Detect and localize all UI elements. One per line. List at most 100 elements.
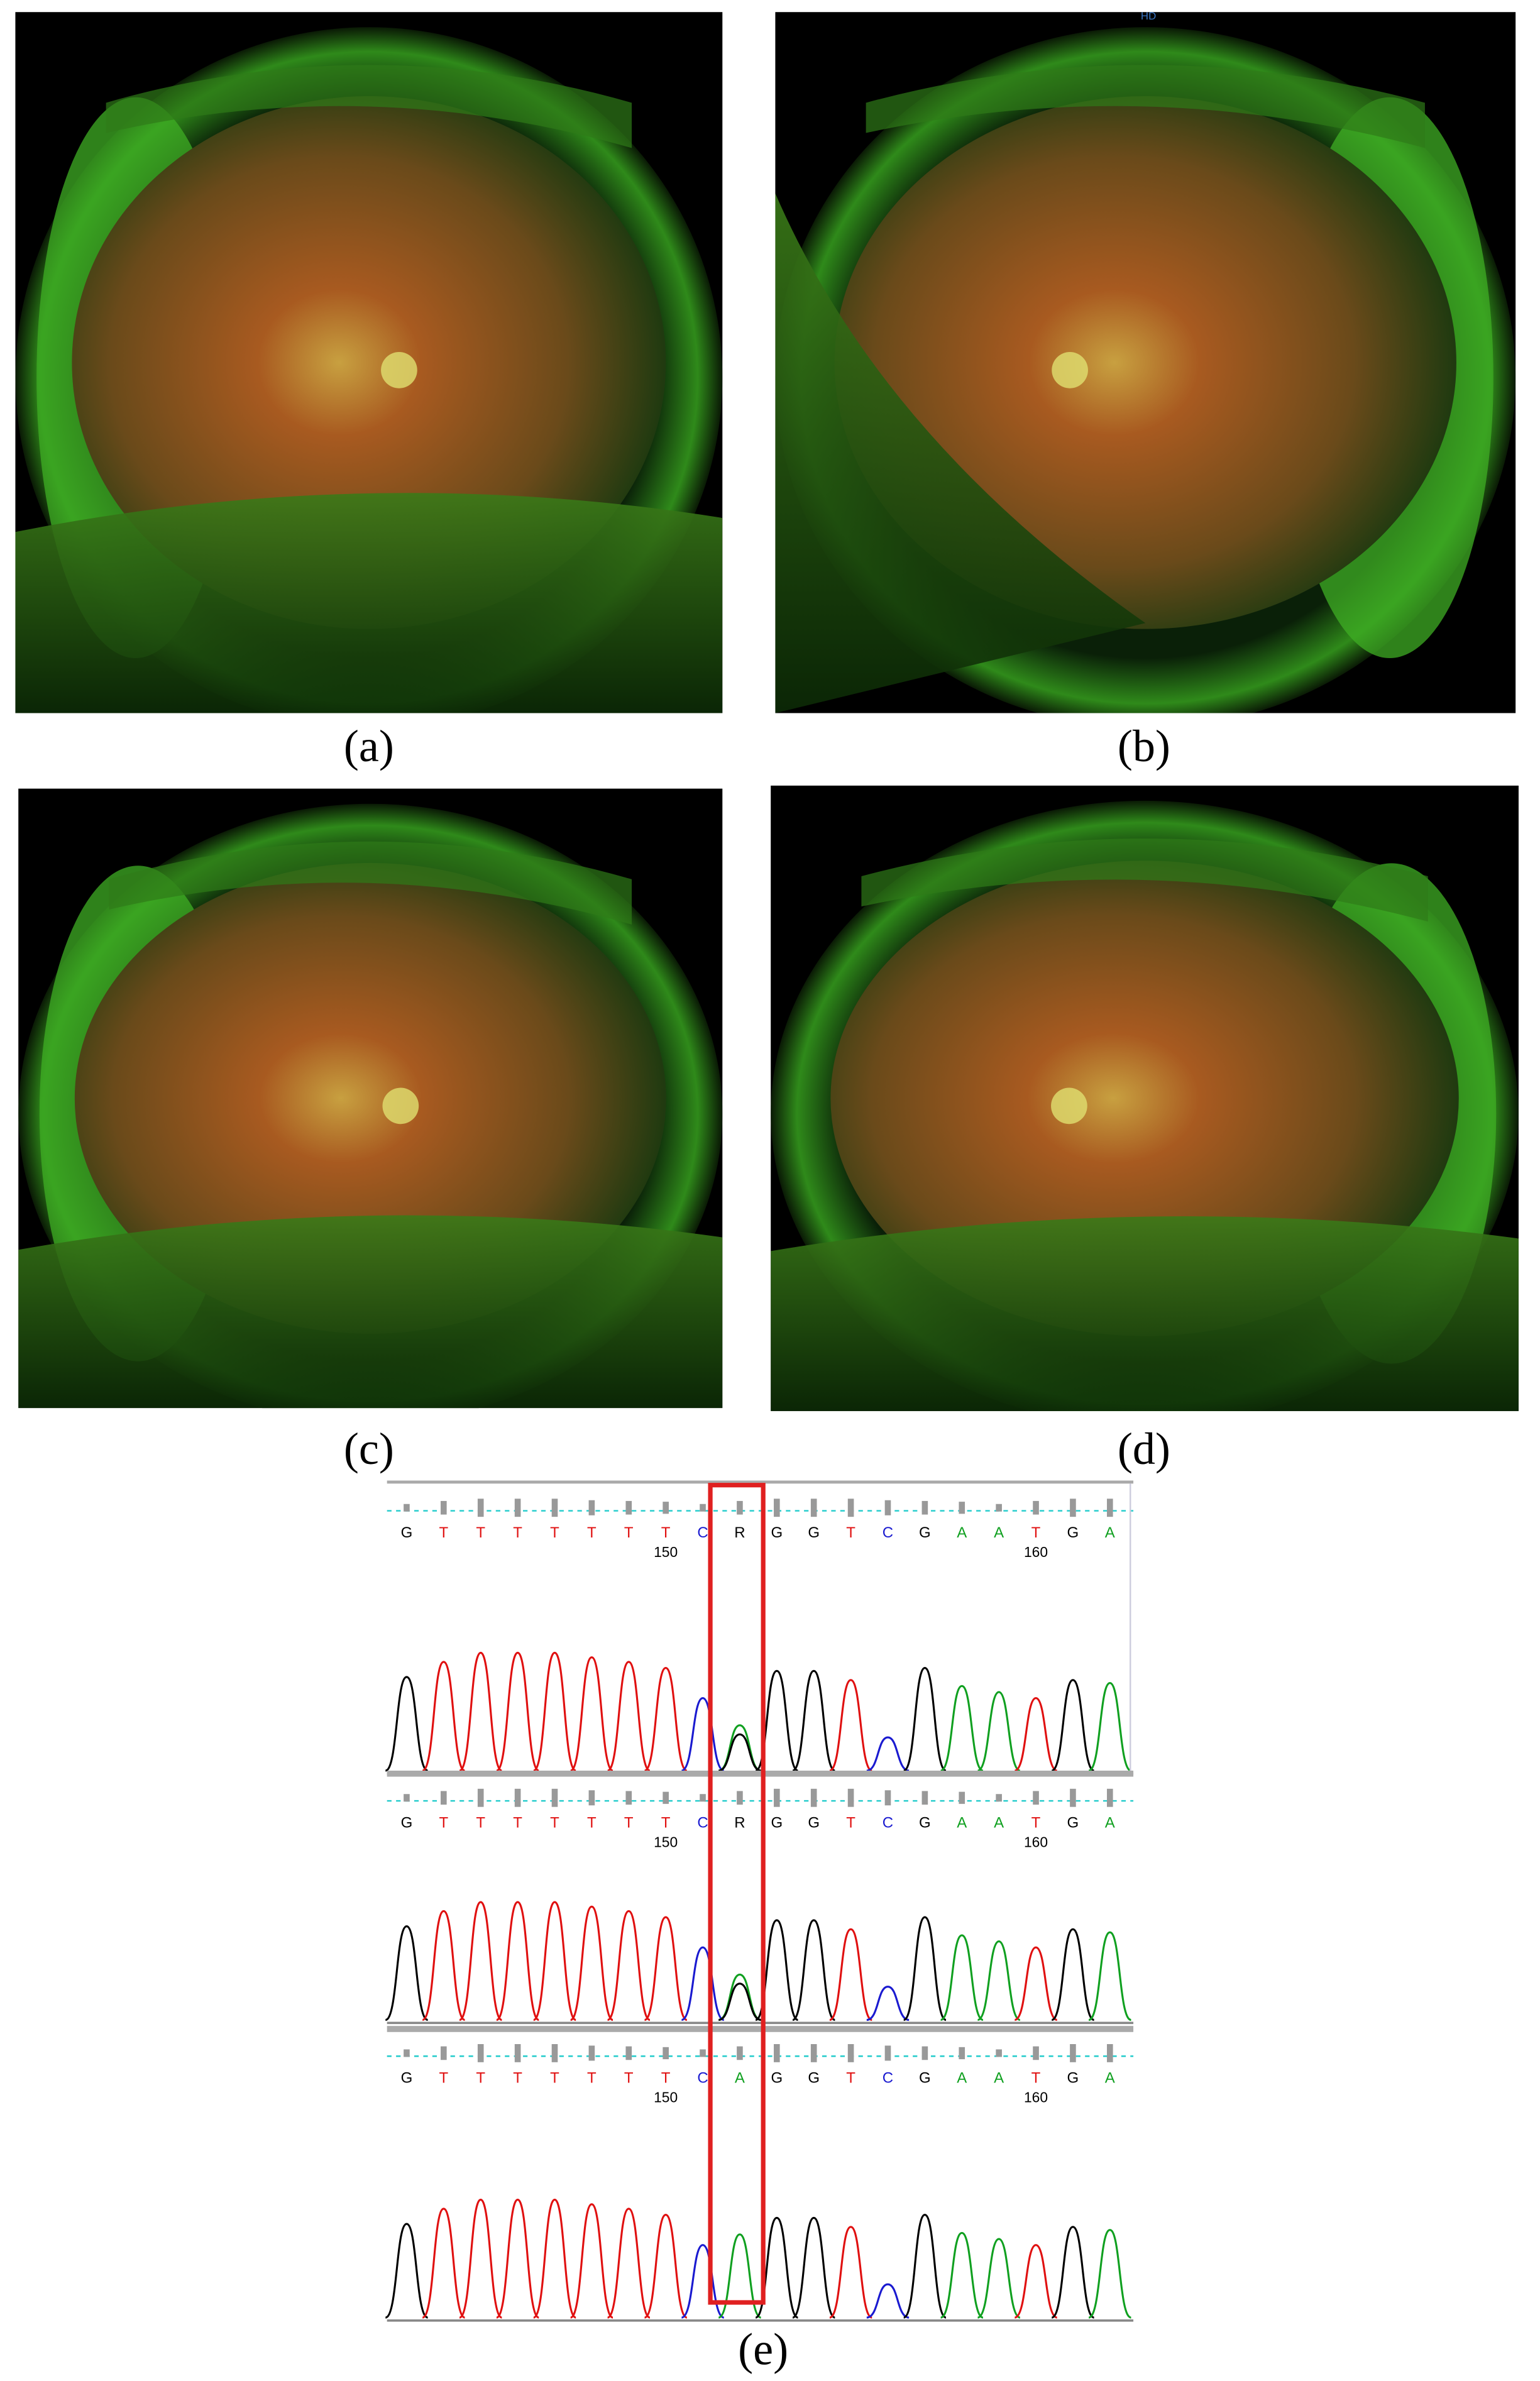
retina bbox=[830, 861, 1459, 1336]
base-call: A bbox=[994, 1814, 1004, 1831]
trace-peak bbox=[866, 1736, 910, 1772]
quality-bar bbox=[551, 1788, 558, 1807]
quality-bar bbox=[1070, 1788, 1076, 1807]
base-call: G bbox=[919, 1814, 931, 1831]
panel-label: (e) bbox=[738, 2324, 788, 2374]
quality-bar bbox=[663, 2047, 669, 2060]
quality-bar bbox=[959, 1791, 965, 1804]
quality-bar bbox=[1106, 1498, 1113, 1517]
trace-peak bbox=[644, 1916, 688, 2021]
quality-bar bbox=[921, 1791, 928, 1805]
trace-peak bbox=[459, 1651, 503, 1772]
base-call: T bbox=[476, 1814, 485, 1831]
base-call: T bbox=[550, 1814, 559, 1831]
track-separator bbox=[387, 1480, 1134, 1484]
trace-peak bbox=[1051, 1928, 1095, 2021]
trace-peak bbox=[829, 1928, 872, 2021]
quality-bar bbox=[588, 1500, 595, 1515]
base-call: T bbox=[550, 2070, 559, 2087]
base-call: R bbox=[734, 1814, 745, 1831]
base-call: G bbox=[1067, 2070, 1079, 2087]
quality-bar bbox=[996, 2049, 1002, 2057]
track-separator bbox=[387, 2026, 1134, 2032]
quality-bar bbox=[810, 2044, 817, 2062]
quality-bar bbox=[477, 1498, 484, 1517]
trace-peak bbox=[718, 1724, 762, 1772]
retina bbox=[72, 96, 666, 629]
quality-bar bbox=[774, 2044, 780, 2062]
quality-bar bbox=[700, 1794, 706, 1802]
quality-bar bbox=[996, 1504, 1002, 1512]
quality-bar bbox=[514, 1498, 521, 1517]
panel-label: (d) bbox=[1118, 1424, 1170, 1474]
optic-disc bbox=[382, 1087, 419, 1125]
base-call: C bbox=[697, 2070, 708, 2087]
base-call: T bbox=[513, 2070, 522, 2087]
track-separator bbox=[387, 1770, 1134, 1777]
quality-bar bbox=[884, 1500, 891, 1515]
base-call: C bbox=[883, 1524, 893, 1541]
trace-peak bbox=[459, 2199, 503, 2319]
base-call: G bbox=[808, 1524, 820, 1541]
image-content bbox=[775, 27, 1515, 713]
quality-bar bbox=[477, 2044, 484, 2062]
quality-bar bbox=[810, 1498, 817, 1517]
quality-bar bbox=[551, 1498, 558, 1517]
trace-peak bbox=[681, 1946, 725, 2021]
eyelid bbox=[775, 193, 1146, 713]
quality-bar bbox=[884, 2045, 891, 2061]
base-call: A bbox=[1105, 2070, 1115, 2087]
base-call: G bbox=[808, 2070, 820, 2087]
base-call: G bbox=[771, 1524, 783, 1541]
trace-peak bbox=[533, 1901, 576, 2021]
quality-bar bbox=[959, 1502, 965, 1514]
hd-badge: HD bbox=[1141, 10, 1156, 22]
trace-peak bbox=[718, 2233, 762, 2319]
trace-peak bbox=[792, 1669, 836, 1772]
fundus-panels: (a) (b) (c) (d) HD bbox=[15, 10, 1519, 1474]
quality-bar bbox=[663, 1791, 669, 1804]
quality-bar bbox=[1033, 2046, 1039, 2060]
upper-lid bbox=[866, 65, 1425, 148]
quality-bar bbox=[737, 1791, 743, 1805]
base-call: T bbox=[846, 1524, 855, 1541]
base-call: T bbox=[476, 1524, 485, 1541]
base-call: T bbox=[661, 1814, 671, 1831]
quality-bar bbox=[700, 1504, 706, 1512]
trace-peak bbox=[569, 1656, 613, 1772]
base-call: G bbox=[401, 2070, 413, 2087]
quality-bar bbox=[774, 1498, 780, 1517]
base-call: T bbox=[624, 1524, 634, 1541]
base-call: T bbox=[439, 2070, 448, 2087]
quality-bar bbox=[625, 1500, 632, 1515]
base-call: T bbox=[846, 1814, 855, 1831]
base-call: T bbox=[513, 1814, 522, 1831]
trace-peak bbox=[792, 1919, 836, 2021]
quality-bar bbox=[737, 1500, 743, 1515]
quality-bar bbox=[588, 1790, 595, 1806]
trace-peak bbox=[1088, 1681, 1132, 1772]
base-call: G bbox=[401, 1814, 413, 1831]
base-call: A bbox=[735, 2070, 745, 2087]
quality-bar bbox=[404, 1794, 410, 1802]
base-call: G bbox=[1067, 1524, 1079, 1541]
trace-track: G T T T T T T T C R G G T C G A A T G A 150 160 bbox=[385, 1480, 1134, 1775]
trace-peak bbox=[496, 2199, 540, 2319]
trace-peak bbox=[1051, 2226, 1095, 2319]
trace-peak bbox=[644, 1666, 688, 1772]
trace-peak bbox=[1088, 1931, 1132, 2021]
base-call: G bbox=[919, 2070, 931, 2087]
trace-peak bbox=[459, 1901, 503, 2021]
trace-peak bbox=[496, 1651, 540, 1772]
optic-disc bbox=[1052, 352, 1088, 388]
trace-peak bbox=[644, 2214, 688, 2319]
trace-peak bbox=[496, 1901, 540, 2021]
image-content bbox=[771, 801, 1519, 1411]
panel-label: (a) bbox=[344, 721, 394, 771]
trace-peak bbox=[977, 2238, 1021, 2319]
base-call: T bbox=[1031, 1524, 1041, 1541]
base-call: R bbox=[734, 1524, 745, 1541]
quality-bar bbox=[625, 1791, 632, 1805]
